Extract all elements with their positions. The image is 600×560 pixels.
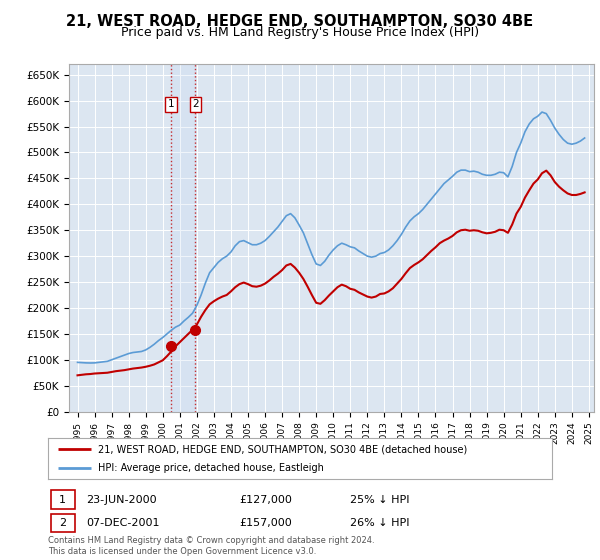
Text: 1: 1 [59,494,66,505]
Text: 1: 1 [167,99,174,109]
Text: Contains HM Land Registry data © Crown copyright and database right 2024.
This d: Contains HM Land Registry data © Crown c… [48,536,374,556]
Text: Price paid vs. HM Land Registry's House Price Index (HPI): Price paid vs. HM Land Registry's House … [121,26,479,39]
Text: 26% ↓ HPI: 26% ↓ HPI [350,518,410,528]
Text: 23-JUN-2000: 23-JUN-2000 [86,494,157,505]
Text: 2: 2 [192,99,199,109]
Text: £157,000: £157,000 [239,518,292,528]
Bar [171,64,196,412]
Bar [50,490,75,509]
Bar [50,514,75,533]
Text: 25% ↓ HPI: 25% ↓ HPI [350,494,410,505]
Text: HPI: Average price, detached house, Eastleigh: HPI: Average price, detached house, East… [98,463,324,473]
Text: £127,000: £127,000 [239,494,292,505]
Text: 21, WEST ROAD, HEDGE END, SOUTHAMPTON, SO30 4BE (detached house): 21, WEST ROAD, HEDGE END, SOUTHAMPTON, S… [98,445,467,454]
Text: 2: 2 [59,518,66,528]
Text: 21, WEST ROAD, HEDGE END, SOUTHAMPTON, SO30 4BE: 21, WEST ROAD, HEDGE END, SOUTHAMPTON, S… [67,14,533,29]
Text: 07-DEC-2001: 07-DEC-2001 [86,518,160,528]
